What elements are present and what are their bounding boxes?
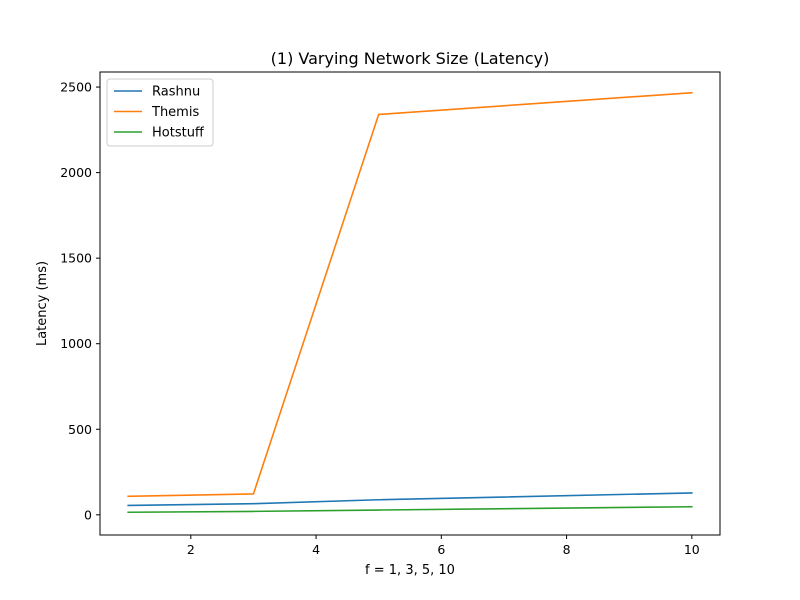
x-tick-label: 10	[684, 542, 700, 557]
y-axis-ticks: 0 500 1000 1500 2000 2500	[60, 80, 100, 522]
y-tick-label: 1500	[60, 251, 92, 266]
series-line-hotstuff	[127, 505, 693, 514]
legend-label-themis: Themis	[151, 105, 199, 120]
legend: Rashnu Themis Hotstuff	[106, 78, 214, 147]
y-tick-label: 2500	[60, 80, 92, 95]
series-line-themis	[127, 91, 693, 498]
series-line-rashnu	[127, 492, 693, 507]
x-tick-label: 2	[187, 542, 195, 557]
x-axis-label: f = 1, 3, 5, 10	[365, 563, 455, 578]
y-axis-label: Latency (ms)	[35, 261, 50, 346]
y-tick-label: 500	[68, 422, 92, 437]
legend-label-hotstuff: Hotstuff	[152, 126, 205, 141]
chart-title: (1) Varying Network Size (Latency)	[271, 49, 550, 68]
x-tick-label: 6	[437, 542, 445, 557]
x-axis-ticks: 2 4 6 8 10	[187, 535, 700, 557]
y-tick-label: 2000	[60, 165, 92, 180]
y-tick-label: 1000	[60, 336, 92, 351]
legend-box	[106, 78, 214, 147]
plot-frame	[99, 71, 721, 536]
plot-lines	[127, 91, 693, 514]
x-tick-label: 4	[312, 542, 320, 557]
legend-items: Rashnu Themis Hotstuff	[114, 85, 205, 141]
y-tick-label: 0	[84, 507, 92, 522]
legend-label-rashnu: Rashnu	[152, 85, 200, 100]
x-tick-label: 8	[563, 542, 571, 557]
